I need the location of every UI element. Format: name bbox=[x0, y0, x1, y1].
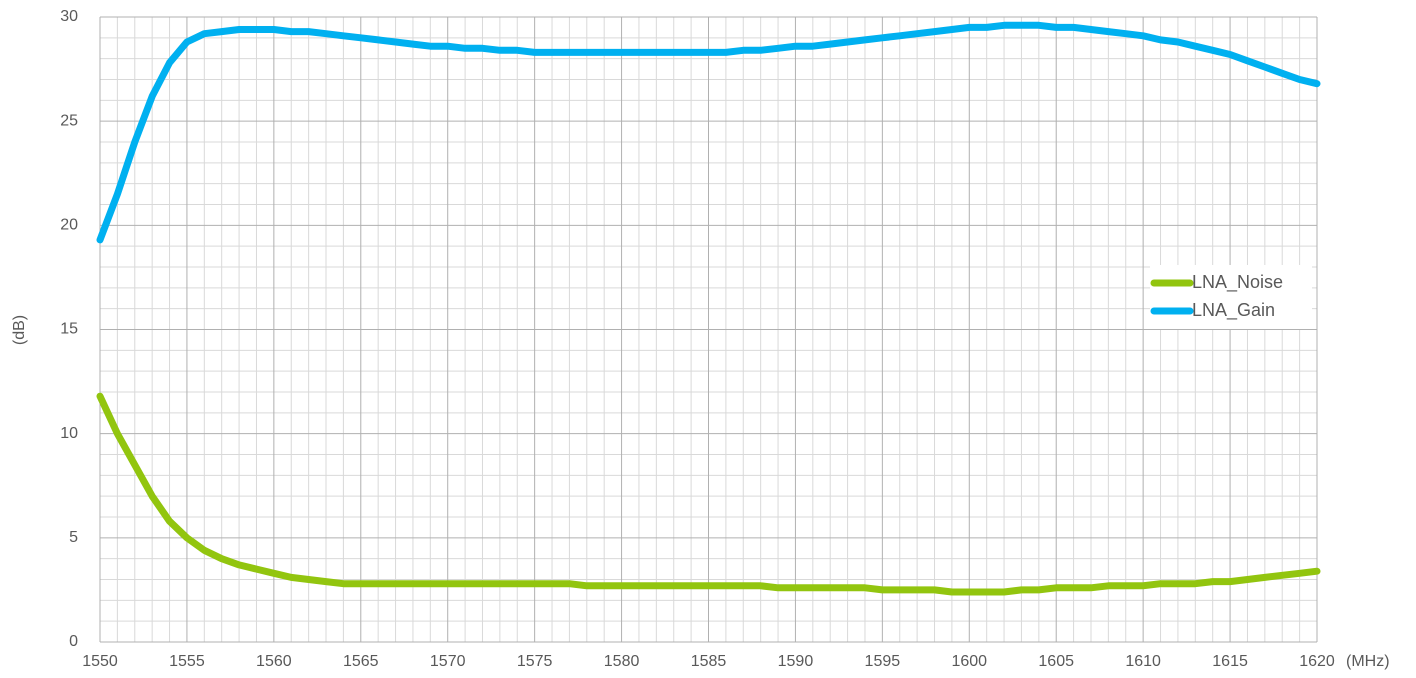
y-tick-label: 30 bbox=[60, 8, 78, 25]
x-tick-label: 1615 bbox=[1212, 653, 1248, 670]
x-tick-label: 1590 bbox=[778, 653, 814, 670]
legend: LNA_Noise LNA_Gain bbox=[1150, 265, 1312, 329]
x-tick-label: 1580 bbox=[604, 653, 640, 670]
legend-box bbox=[1150, 265, 1312, 329]
legend-label: LNA_Gain bbox=[1192, 300, 1275, 321]
x-tick-label: 1600 bbox=[951, 653, 987, 670]
x-tick-label: 1570 bbox=[430, 653, 466, 670]
x-tick-label: 1565 bbox=[343, 653, 379, 670]
data-line bbox=[96, 392, 1321, 596]
x-tick-label: 1585 bbox=[691, 653, 727, 670]
legend-label: LNA_Noise bbox=[1192, 272, 1283, 293]
x-tick-label: 1605 bbox=[1038, 653, 1074, 670]
y-tick-label: 5 bbox=[69, 529, 78, 546]
y-tick-label: 20 bbox=[60, 217, 78, 234]
x-tick-label: 1560 bbox=[256, 653, 292, 670]
x-tick-label: 1550 bbox=[82, 653, 118, 670]
y-tick-label: 15 bbox=[60, 321, 78, 338]
data-line bbox=[96, 21, 1321, 244]
x-tick-label: 1610 bbox=[1125, 653, 1161, 670]
y-tick-label: 10 bbox=[60, 425, 78, 442]
x-tick-label: 1595 bbox=[865, 653, 901, 670]
y-tick-label: 0 bbox=[69, 633, 78, 650]
x-axis-label: (MHz) bbox=[1346, 653, 1390, 670]
y-axis-label: (dB) bbox=[11, 315, 28, 345]
x-tick-label: 1555 bbox=[169, 653, 205, 670]
grid bbox=[99, 16, 1318, 643]
y-tick-label: 25 bbox=[60, 112, 78, 129]
x-tick-label: 1620 bbox=[1299, 653, 1335, 670]
x-tick-label: 1575 bbox=[517, 653, 553, 670]
